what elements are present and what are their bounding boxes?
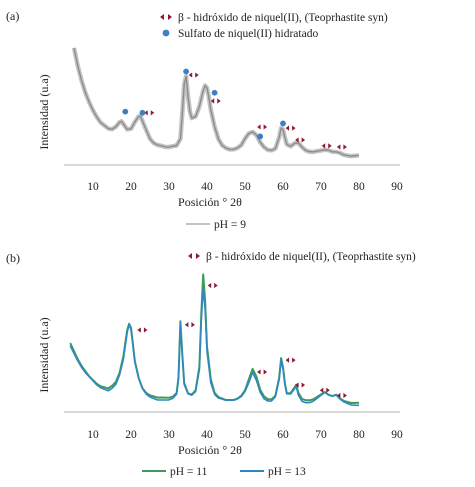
sulfate-marker-icon: [162, 29, 170, 37]
legend-label-ph13: pH = 13: [268, 466, 306, 478]
beta-marker-icon: [160, 14, 172, 20]
beta-marker: [257, 369, 268, 375]
panel-a-xlabel: Posición ° 2θ: [178, 195, 242, 209]
panel-b-marker-legend: β - hidróxido de niquel(II), (Teoprhasti…: [188, 251, 416, 263]
x-tick-label-60: 60: [277, 181, 289, 193]
panel-a-marker-legend: β - hidróxido de niquel(II), (Teoprhasti…: [160, 12, 388, 40]
marker-legend-beta-label: β - hidróxido de niquel(II), (Teoprhasti…: [178, 12, 388, 24]
sulfate-marker: [211, 89, 218, 96]
beta-marker: [207, 282, 218, 289]
panel-a-ylabel: Intensidad (u.a): [37, 74, 51, 149]
panel-a-plot: [71, 47, 360, 159]
panel-b-ylabel: Intensidad (u.a): [37, 317, 51, 392]
beta-marker: [295, 137, 306, 143]
x-tick-label-60: 60: [277, 429, 289, 441]
beta-marker-icon: [188, 253, 200, 259]
beta-marker: [336, 392, 347, 399]
series-line-ph11: [69, 273, 360, 404]
beta-marker: [295, 382, 306, 388]
panel-b-label: (b): [6, 251, 20, 265]
beta-marker: [257, 124, 268, 130]
legend-label-ph11: pH = 11: [170, 466, 208, 478]
sulfate-marker: [122, 108, 129, 115]
panel-b-tick-labels: 10 20 30 40 50 60 70 80 90: [87, 429, 403, 441]
panel-a-series-halo: [71, 47, 360, 159]
beta-marker: [321, 143, 332, 149]
panel-a-tick-labels: 10 20 30 40 50 60 70 80 90: [87, 181, 403, 193]
x-tick-label-80: 80: [353, 429, 365, 441]
sulfate-marker: [257, 133, 264, 140]
beta-marker: [319, 387, 330, 393]
beta-marker: [137, 327, 148, 333]
sulfate-marker: [280, 120, 286, 127]
beta-marker: [336, 144, 347, 150]
beta-marker: [188, 72, 199, 78]
panel-a-series-legend: pH = 9: [186, 219, 246, 231]
beta-marker: [184, 322, 195, 328]
beta-marker: [285, 125, 296, 131]
x-tick-label-50: 50: [239, 429, 251, 441]
x-tick-label-40: 40: [201, 181, 213, 193]
panel-b-plot: [69, 273, 360, 407]
sulfate-marker: [139, 109, 146, 116]
beta-marker: [210, 98, 221, 104]
panel-b-markers: [137, 282, 347, 399]
panel-a-label: (a): [6, 9, 19, 23]
x-tick-label-30: 30: [163, 181, 175, 193]
x-tick-label-90: 90: [391, 429, 403, 441]
beta-marker: [285, 357, 296, 363]
x-tick-label-70: 70: [315, 181, 327, 193]
panel-b-series-legend: pH = 11 pH = 13: [142, 466, 306, 478]
x-tick-label-30: 30: [163, 429, 175, 441]
x-tick-label-20: 20: [125, 429, 137, 441]
x-tick-label-20: 20: [125, 181, 137, 193]
sulfate-marker: [183, 68, 190, 75]
marker-legend-beta-label: β - hidróxido de niquel(II), (Teoprhasti…: [206, 251, 416, 263]
x-tick-label-70: 70: [315, 429, 327, 441]
marker-legend-sulfate-label: Sulfato de niquel(II) hidratado: [178, 28, 318, 40]
series-line-ph9: [73, 47, 360, 157]
beta-marker: [144, 110, 155, 116]
x-tick-label-80: 80: [353, 181, 365, 193]
x-tick-label-40: 40: [201, 429, 213, 441]
panel-a: (a) Intensidad (u.a) Posición ° 2θ 10 20 3…: [6, 9, 403, 231]
series-line-ph13: [69, 287, 360, 407]
x-tick-label-90: 90: [391, 181, 403, 193]
x-tick-label-50: 50: [239, 181, 251, 193]
x-tick-label-10: 10: [87, 181, 99, 193]
x-tick-label-10: 10: [87, 429, 99, 441]
panel-a-markers: [122, 68, 347, 150]
panel-b: (b) Intensidad (u.a) Posición ° 2θ 10 20 3…: [6, 251, 416, 478]
panel-b-xlabel: Posición ° 2θ: [178, 443, 242, 457]
legend-label-ph9: pH = 9: [214, 219, 246, 231]
